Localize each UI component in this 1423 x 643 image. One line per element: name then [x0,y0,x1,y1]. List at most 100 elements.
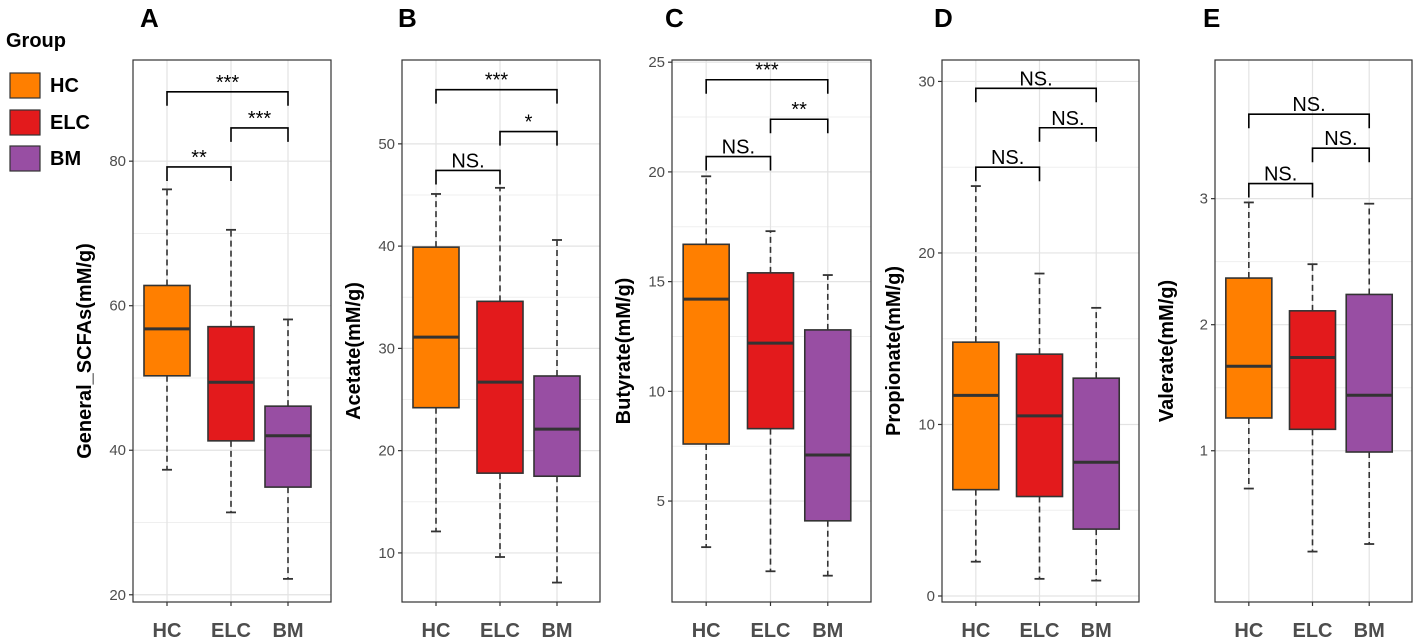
bracket-line [499,130,558,146]
legend-swatch-bm [9,145,41,172]
panel-d: NS. NS. NS. 0 10 20 30 HC ELC BM Propionate(mM/g) D [883,3,1140,642]
bracket-line [1248,182,1314,198]
y-tick-label: 60 [109,298,126,315]
bracket-line [705,78,829,94]
significance-label: NS. [722,137,755,159]
bracket-line [1248,113,1371,129]
box-body [264,405,312,488]
bracket-line [166,166,232,181]
box-body [412,246,460,409]
legend-swatch-elc [9,109,41,136]
significance-label: NS. [1324,128,1357,150]
significance-bracket: ** [166,147,232,181]
x-tick-label-bm: BM [272,620,303,642]
x-tick-label-hc: HC [153,620,182,642]
y-axis-label: Propionate(mM/g) [883,266,905,436]
significance-label: NS. [1292,94,1325,116]
legend-entries: HC ELC BM [9,72,90,172]
significance-label: *** [216,72,240,94]
bracket-line [975,166,1041,182]
y-axis-label: Butyrate(mM/g) [613,278,635,425]
box-body [533,375,581,478]
y-tick-label: 30 [378,340,395,357]
box-body [746,272,795,430]
panel-border [1214,59,1413,603]
y-tick-label: 20 [648,164,665,181]
y-tick-label: 1 [1200,443,1208,460]
panel-border [941,59,1140,603]
significance-bracket: *** [166,72,289,106]
x-tick-label-bm: BM [1354,620,1385,642]
box-elc [207,228,255,514]
legend-label-bm: BM [50,148,81,170]
significance-label: ** [191,147,207,169]
x-tick-label-elc: ELC [1293,620,1333,642]
y-tick-label: 40 [109,442,126,459]
x-tick-label-hc: HC [692,620,721,642]
y-axis-label: Acetate(mM/g) [343,282,365,420]
box-body [476,300,524,474]
box-hc [412,193,460,533]
significance-label: NS. [1019,68,1052,90]
x-tick-label-elc: ELC [211,620,251,642]
box-hc [682,175,730,549]
bracket-line [1038,126,1098,142]
significance-bracket: * [499,112,558,146]
x-tick-label-bm: BM [541,620,572,642]
box-hc [1225,201,1273,490]
box-elc [746,230,795,573]
significance-label: *** [755,60,779,82]
x-tick-label-elc: ELC [750,620,790,642]
bracket-line [705,155,772,171]
panel-border [132,59,332,603]
y-tick-label: 20 [918,245,935,262]
legend: Group HC ELC BM [6,30,90,172]
significance-bracket: NS. [1248,94,1371,129]
y-tick-label: 30 [918,73,935,90]
box-body [1225,277,1273,419]
box-body [803,329,852,522]
box-body [1288,310,1337,431]
significance-bracket: NS. [975,68,1098,103]
x-tick-label-elc: ELC [1020,620,1060,642]
significance-label: ** [791,99,807,121]
y-tick-label: 25 [648,54,665,71]
x-tick-label-hc: HC [961,620,990,642]
significance-bracket: NS. [975,147,1041,182]
significance-bracket: NS. [705,137,772,171]
panel-letter: D [934,3,953,33]
x-tick-label-hc: HC [1234,620,1263,642]
legend-title: Group [6,30,66,52]
x-tick-label-bm: BM [812,620,843,642]
significance-bracket: *** [230,108,289,142]
bracket-line [435,169,501,185]
significance-bracket: NS. [435,150,501,185]
box-body [143,284,191,377]
y-tick-label: 20 [109,587,126,604]
panel-letter: B [398,3,417,33]
box-elc [1015,272,1064,580]
y-tick-label: 80 [109,153,126,170]
significance-label: NS. [1051,108,1084,130]
significance-bracket: NS. [1248,164,1314,198]
bracket-line [230,127,289,142]
legend-label-elc: ELC [50,112,90,134]
y-tick-label: 3 [1200,191,1208,208]
significance-label: NS. [1264,164,1297,186]
bracket-line [769,118,829,134]
panel-border [671,59,872,603]
significance-bracket: *** [705,60,829,94]
box-bm [1072,306,1121,582]
significance-label: NS. [991,147,1024,169]
legend-swatch-hc [9,72,41,99]
bracket-line [435,88,558,104]
box-body [952,341,1000,491]
y-tick-label: 20 [378,443,395,460]
panel-letter: A [140,3,159,33]
y-tick-label: 10 [918,416,935,433]
y-tick-label: 15 [648,274,665,291]
